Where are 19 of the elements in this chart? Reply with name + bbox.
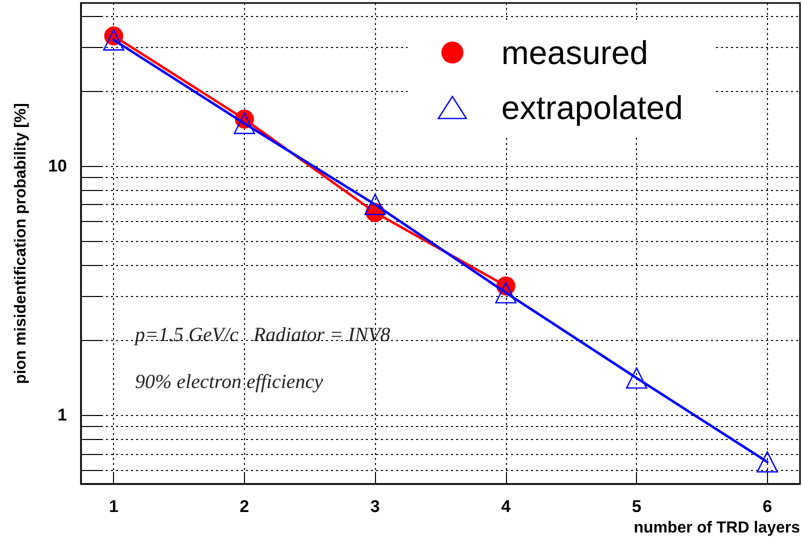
legend-label: extrapolated — [501, 89, 684, 126]
annotation: p=1.5 GeV/c Radiator = INV8 — [133, 324, 390, 346]
y-tick-label: 10 — [48, 156, 67, 176]
point — [756, 451, 778, 473]
legend-label: measured — [501, 34, 648, 71]
point — [103, 29, 124, 51]
point — [626, 367, 648, 389]
x-tick-label: 6 — [762, 497, 772, 516]
annotation: 90% electron efficiency — [135, 371, 324, 393]
y-axis-title: pion misidentification probability [%] — [12, 103, 30, 384]
x-tick-label: 2 — [240, 497, 250, 516]
x-tick-label: 4 — [501, 497, 512, 516]
point — [495, 282, 517, 304]
x-axis-title: number of TRD layers — [634, 520, 800, 536]
x-tick-label: 3 — [370, 497, 380, 516]
point — [364, 194, 386, 216]
x-tick-label: 5 — [632, 497, 642, 516]
x-tick-label: 1 — [108, 497, 118, 516]
point — [234, 112, 256, 134]
